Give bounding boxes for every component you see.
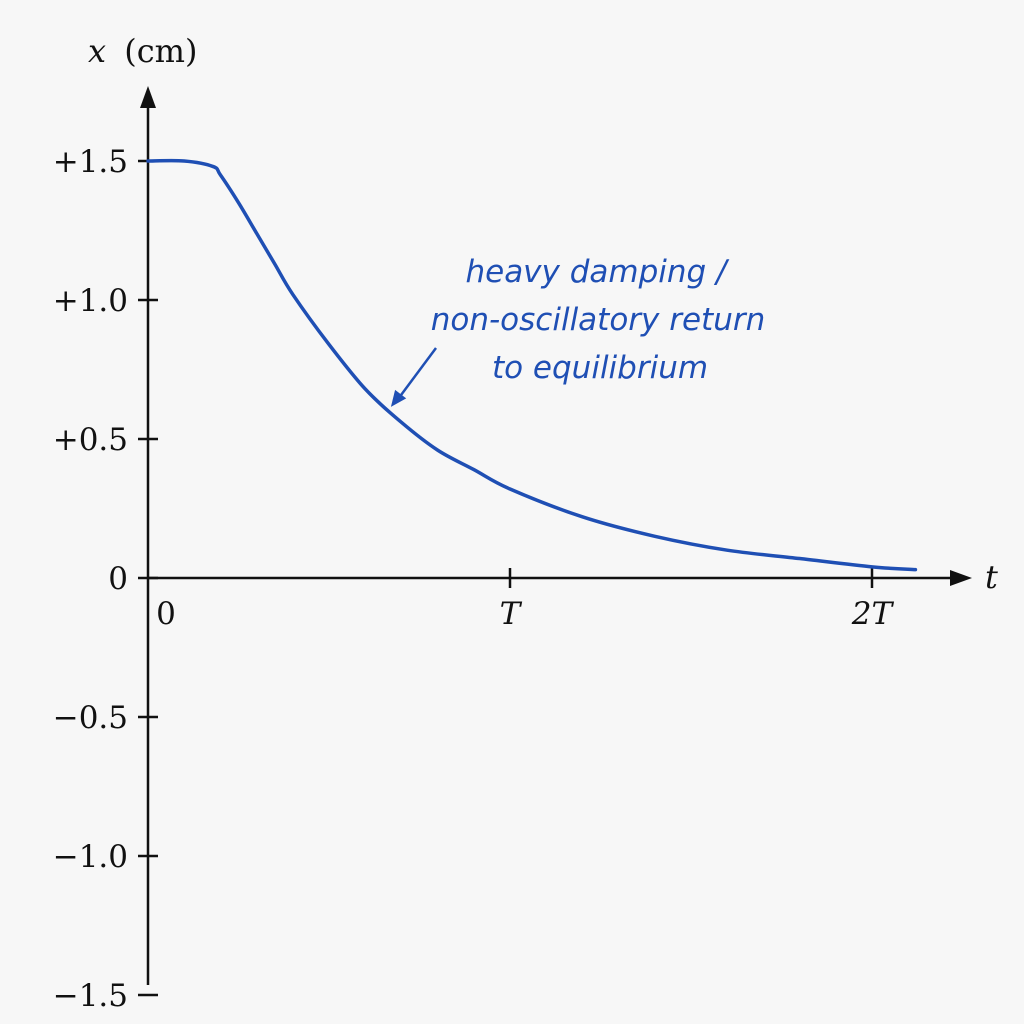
- y-tick-label: +1.0: [53, 283, 128, 319]
- annotation-layer: heavy damping / non-oscillatory return to …: [390, 254, 766, 407]
- y-tick-label: −0.5: [53, 700, 128, 736]
- x-tick-label: 2T: [851, 596, 895, 632]
- x-tick-label: T: [500, 596, 523, 632]
- annotation-arrow: [397, 347, 438, 399]
- annotation-line: heavy damping /: [465, 254, 730, 290]
- x-axis-title: t: [985, 558, 998, 596]
- y-axis-title: x (cm): [88, 32, 197, 70]
- y-axis-arrowhead: [140, 86, 156, 108]
- x-axis-arrowhead: [950, 570, 972, 586]
- annotation-line: non-oscillatory return: [431, 302, 766, 338]
- y-tick-label: −1.0: [53, 839, 128, 875]
- ticks: +1.5 +1.0 +0.5 0 −0.5 −1.0 −1.5 0 T 2T: [53, 144, 895, 1014]
- annotation-line: to equilibrium: [492, 350, 708, 386]
- series-line-0: [146, 158, 918, 572]
- y-tick-label: +0.5: [53, 422, 128, 458]
- x-tick-label: 0: [156, 596, 176, 632]
- y-axis-variable: x: [88, 32, 106, 70]
- y-tick-label: 0: [108, 561, 128, 597]
- series-layer: [146, 158, 918, 572]
- y-tick-label: +1.5: [53, 144, 128, 180]
- y-tick-label: −1.5: [53, 978, 128, 1014]
- y-axis-unit: (cm): [124, 32, 197, 70]
- annotation-arrowhead: [390, 389, 407, 407]
